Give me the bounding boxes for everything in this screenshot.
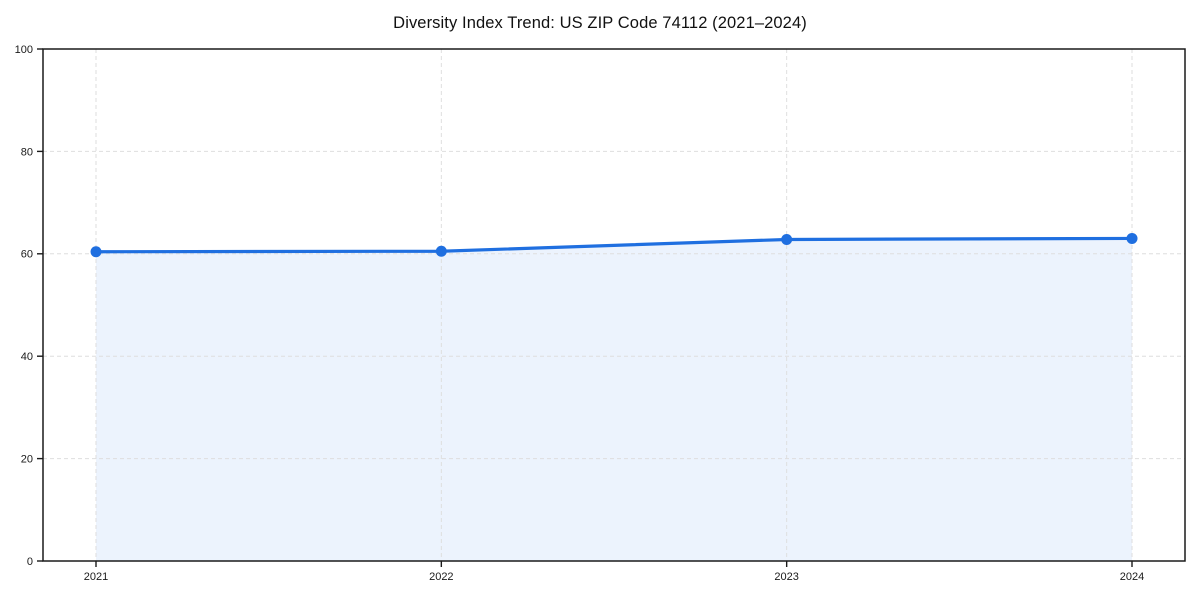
x-tick-label: 2021: [84, 571, 108, 583]
chart-title: Diversity Index Trend: US ZIP Code 74112…: [393, 14, 807, 32]
y-tick-label: 100: [15, 44, 33, 56]
trend-line: [94, 236, 1134, 254]
y-tick-label: 20: [21, 453, 33, 465]
data-point-2022: [435, 245, 447, 257]
y-tick-label: 80: [21, 146, 33, 158]
data-point-2021: [90, 246, 102, 258]
data-point-2023: [781, 233, 793, 245]
y-tick-label: 40: [21, 351, 33, 363]
plot-frame: [42, 48, 1186, 562]
area-fill: [96, 238, 1132, 561]
x-tick-label: 2024: [1120, 571, 1144, 583]
x-tick-label: 2022: [429, 571, 453, 583]
data-point-2024: [1126, 232, 1138, 244]
y-tick-label: 60: [21, 249, 33, 261]
y-tick-label: 0: [27, 556, 33, 568]
x-tick-label: 2023: [774, 571, 798, 583]
